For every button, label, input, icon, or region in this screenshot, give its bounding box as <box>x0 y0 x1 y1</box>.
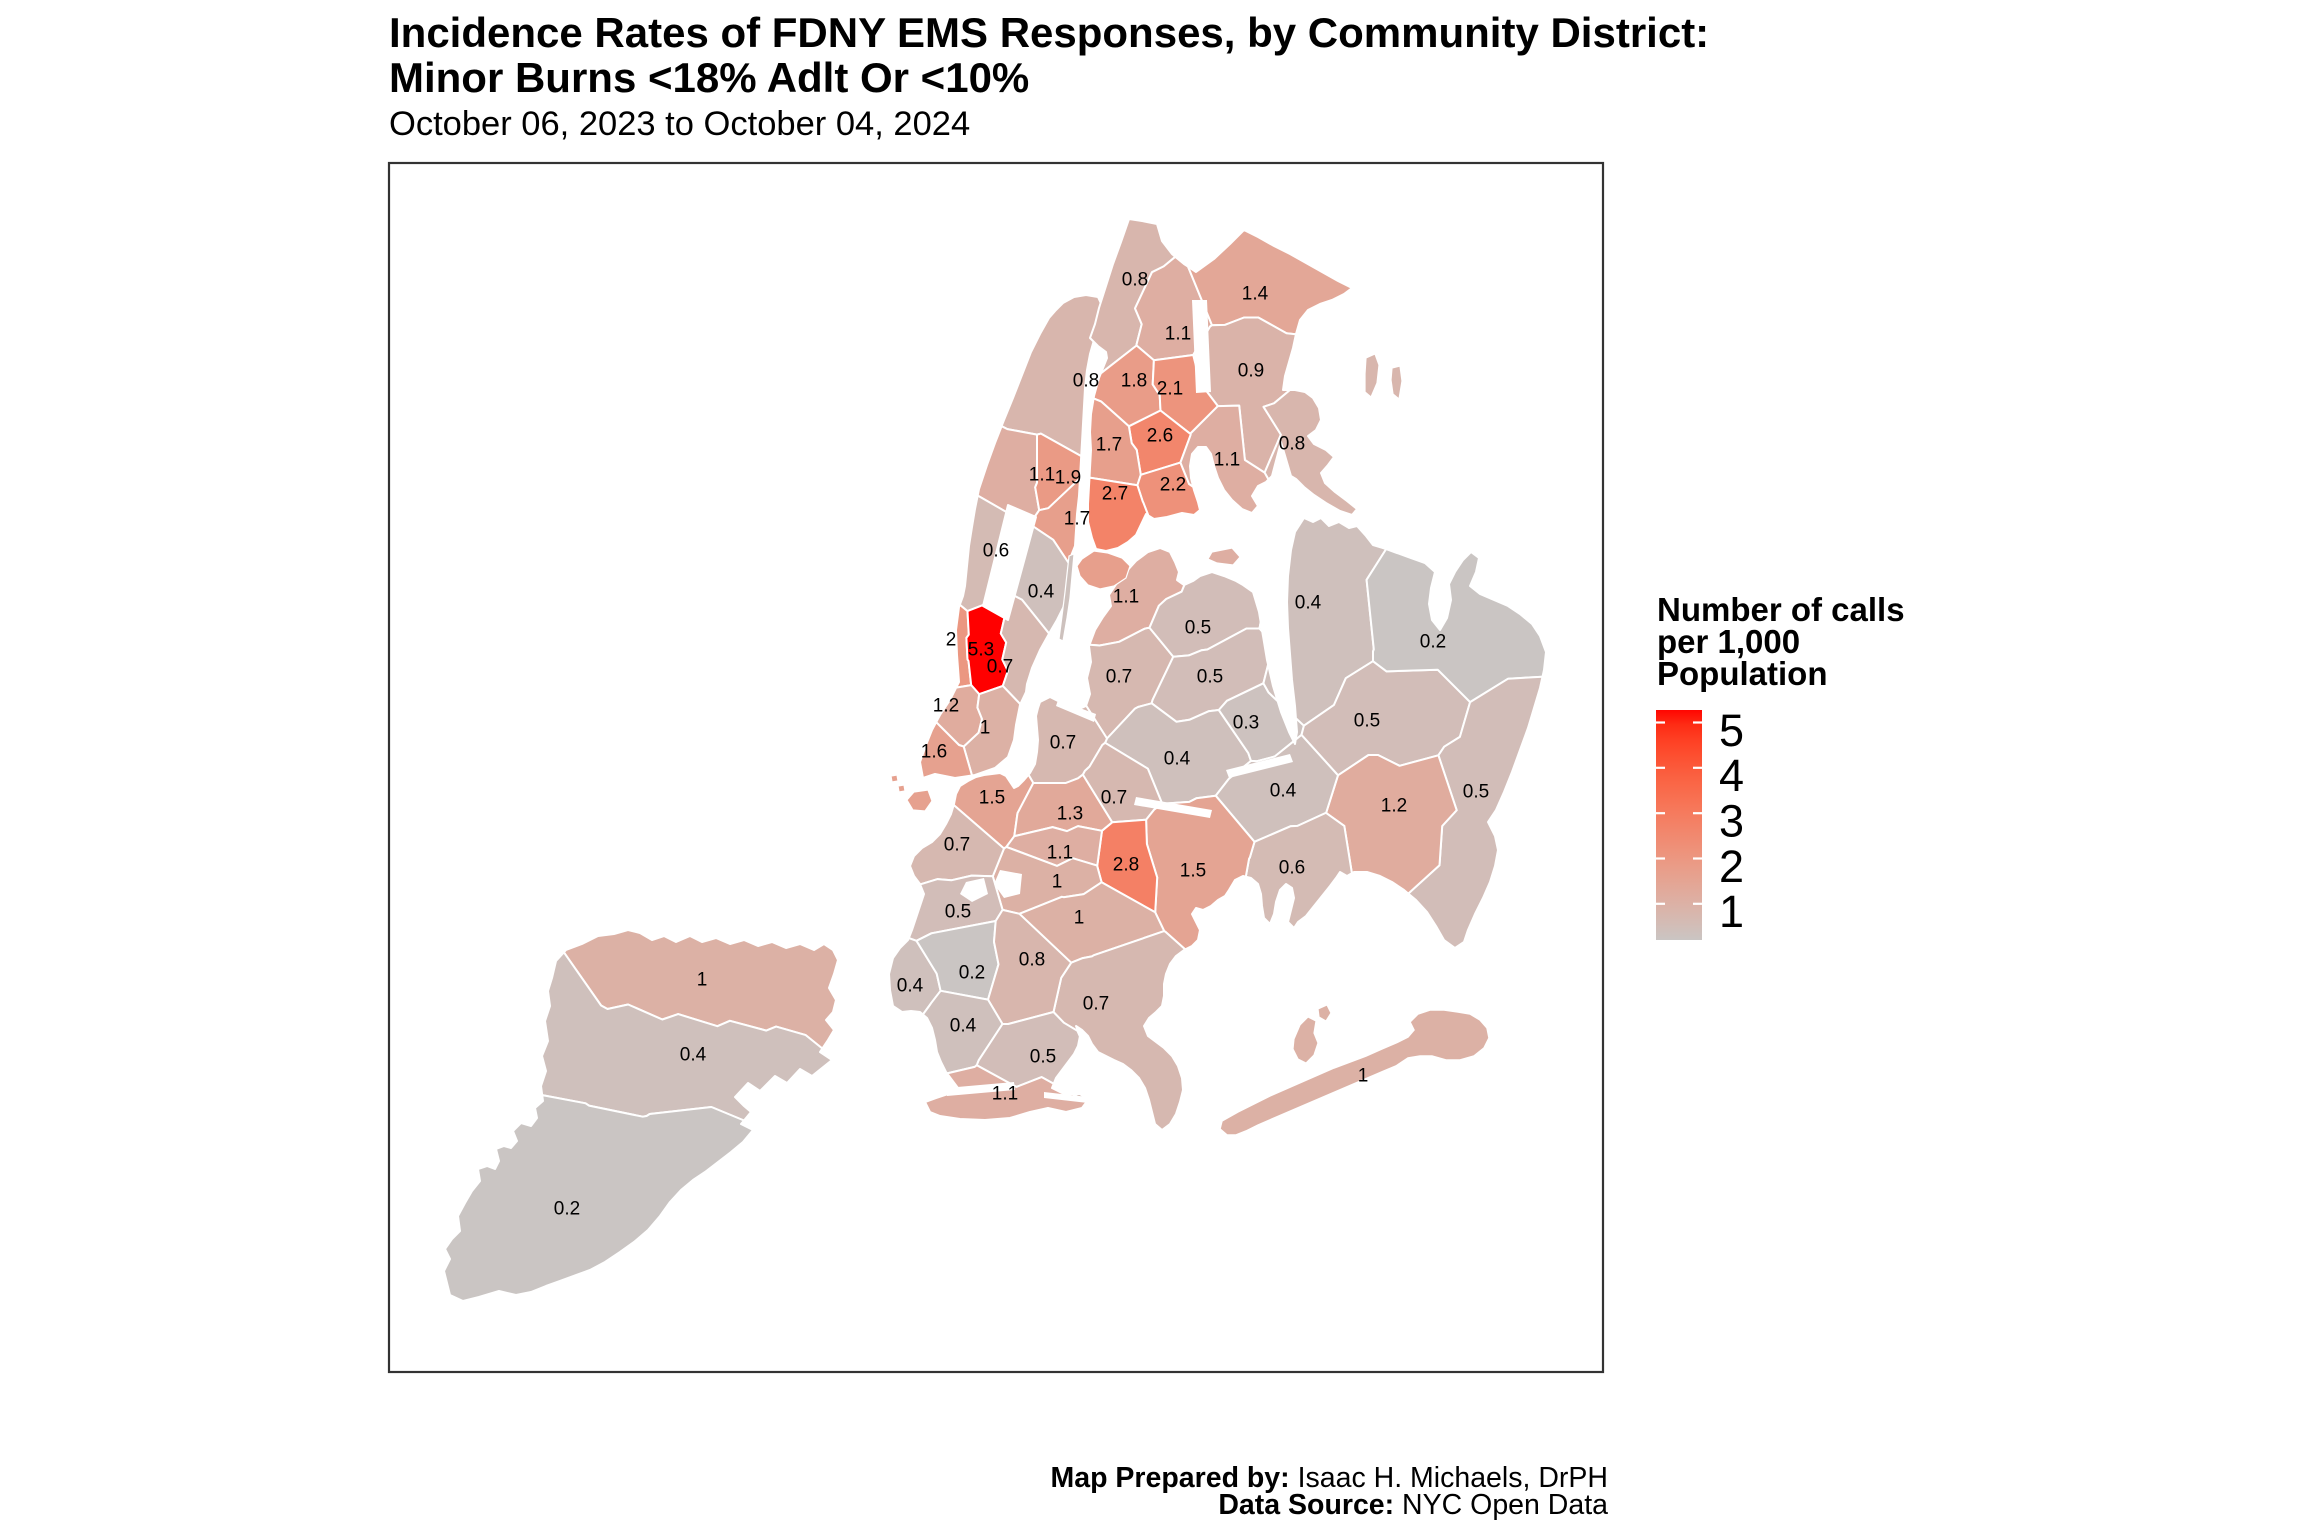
svg-text:1.8: 1.8 <box>1121 371 1147 392</box>
svg-text:0.7: 0.7 <box>1106 667 1132 688</box>
svg-text:1.1: 1.1 <box>1165 324 1191 345</box>
svg-text:0.8: 0.8 <box>1073 371 1099 392</box>
svg-text:2.1: 2.1 <box>1157 379 1183 400</box>
svg-text:1.1: 1.1 <box>1113 587 1139 608</box>
svg-text:1.1: 1.1 <box>1029 465 1055 486</box>
svg-text:5.3: 5.3 <box>968 640 994 661</box>
svg-text:0.2: 0.2 <box>1420 632 1446 653</box>
svg-text:0.4: 0.4 <box>1295 593 1322 614</box>
svg-text:0.5: 0.5 <box>1185 618 1211 639</box>
svg-text:0.4: 0.4 <box>950 1016 977 1037</box>
svg-text:1.1: 1.1 <box>1047 843 1073 864</box>
svg-text:0.7: 0.7 <box>987 657 1013 678</box>
svg-text:1.3: 1.3 <box>1057 804 1083 825</box>
svg-text:1: 1 <box>980 718 991 739</box>
svg-text:0.4: 0.4 <box>897 976 924 997</box>
svg-text:1.1: 1.1 <box>1214 450 1240 471</box>
svg-text:0.9: 0.9 <box>1238 361 1264 382</box>
svg-text:1.7: 1.7 <box>1064 509 1090 530</box>
svg-text:0.6: 0.6 <box>1279 858 1305 879</box>
svg-text:2.7: 2.7 <box>1102 484 1128 505</box>
svg-text:1.9: 1.9 <box>1055 468 1081 489</box>
svg-text:0.6: 0.6 <box>983 541 1009 562</box>
svg-text:0.4: 0.4 <box>1270 781 1297 802</box>
svg-text:1.7: 1.7 <box>1096 435 1122 456</box>
svg-text:0.5: 0.5 <box>1354 711 1380 732</box>
svg-text:2: 2 <box>946 630 957 651</box>
svg-text:0.5: 0.5 <box>1197 667 1223 688</box>
svg-text:1: 1 <box>1074 908 1085 929</box>
svg-text:0.7: 0.7 <box>1050 733 1076 754</box>
svg-text:1: 1 <box>1052 872 1063 893</box>
svg-text:0.4: 0.4 <box>1028 582 1055 603</box>
svg-text:0.3: 0.3 <box>1233 713 1259 734</box>
svg-text:1: 1 <box>697 970 708 991</box>
svg-text:2.6: 2.6 <box>1147 426 1173 447</box>
svg-text:0.4: 0.4 <box>1164 749 1191 770</box>
svg-text:1.5: 1.5 <box>1180 861 1206 882</box>
svg-text:2.2: 2.2 <box>1160 475 1186 496</box>
svg-text:0.8: 0.8 <box>1279 434 1305 455</box>
svg-text:1.6: 1.6 <box>921 742 947 763</box>
svg-text:0.5: 0.5 <box>1030 1047 1056 1068</box>
svg-text:0.5: 0.5 <box>1463 782 1489 803</box>
svg-text:0.2: 0.2 <box>554 1199 580 1220</box>
svg-text:1.2: 1.2 <box>1381 796 1407 817</box>
svg-text:1.4: 1.4 <box>1242 284 1269 305</box>
svg-text:0.7: 0.7 <box>1083 994 1109 1015</box>
svg-text:0.8: 0.8 <box>1122 270 1148 291</box>
svg-text:1.5: 1.5 <box>979 788 1005 809</box>
svg-text:0.7: 0.7 <box>944 835 970 856</box>
svg-text:0.2: 0.2 <box>959 963 985 984</box>
svg-text:0.5: 0.5 <box>945 902 971 923</box>
svg-text:1.2: 1.2 <box>933 696 959 717</box>
svg-text:1: 1 <box>1358 1066 1369 1087</box>
svg-text:0.4: 0.4 <box>680 1045 707 1066</box>
svg-text:0.8: 0.8 <box>1019 950 1045 971</box>
svg-text:1.1: 1.1 <box>992 1084 1018 1105</box>
svg-text:0.7: 0.7 <box>1101 788 1127 809</box>
svg-text:2.8: 2.8 <box>1113 855 1139 876</box>
